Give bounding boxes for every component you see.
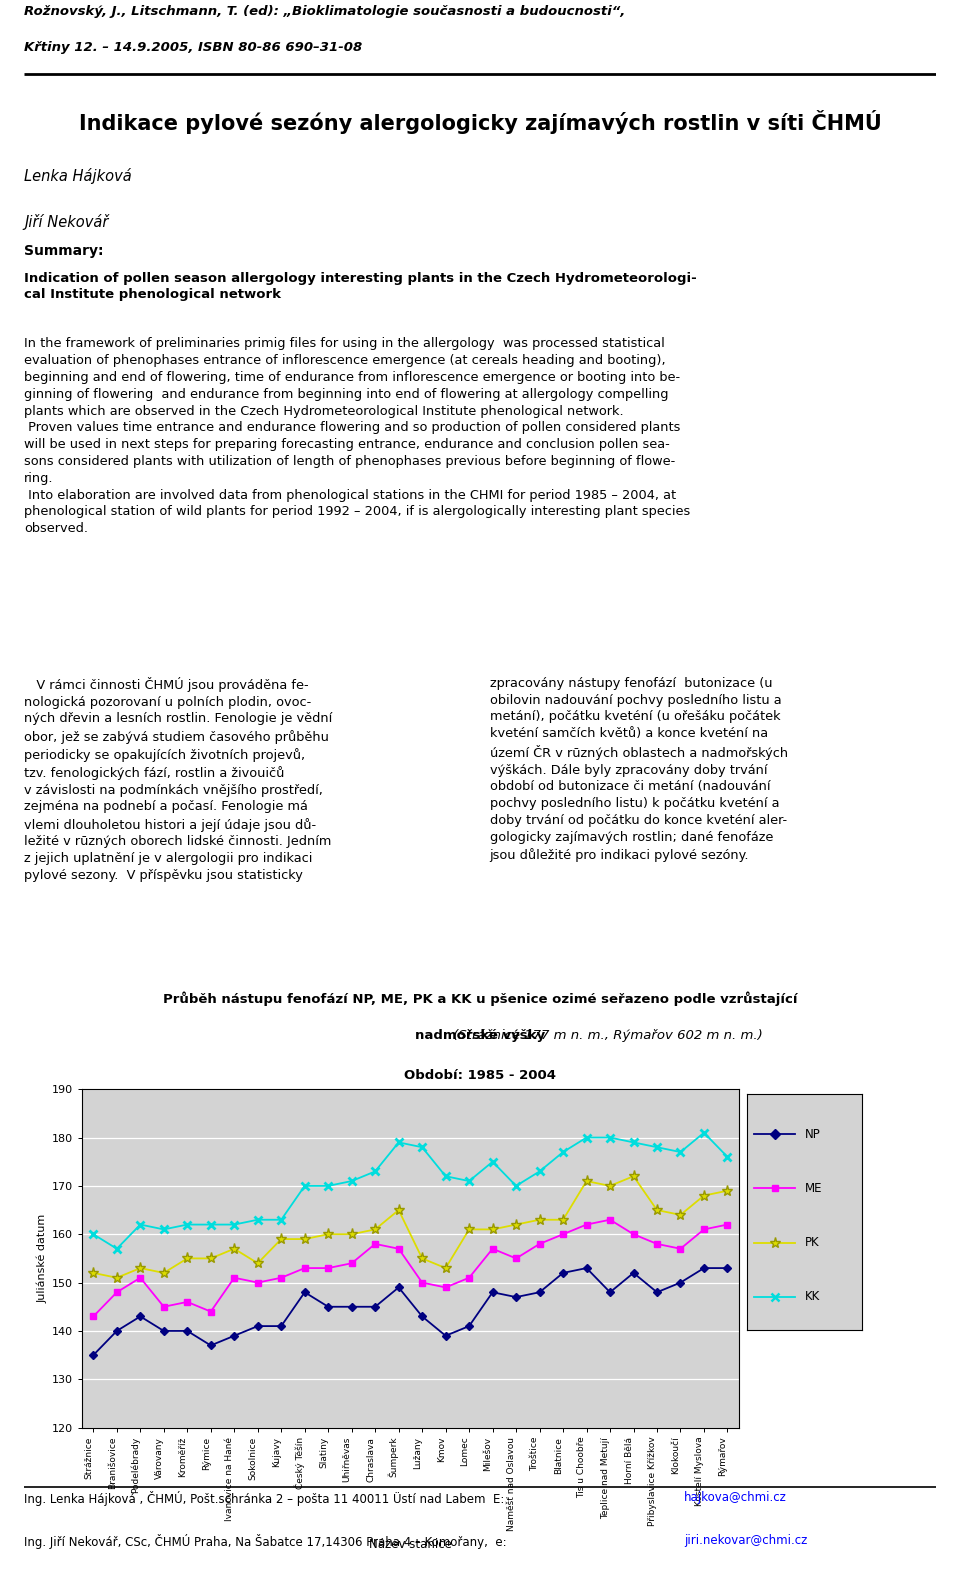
- Text: V rámci činnosti ČHMÚ jsou prováděna fe-
nologická pozorovaní u polních plodin, : V rámci činnosti ČHMÚ jsou prováděna fe-…: [24, 677, 332, 881]
- Text: Ing. Lenka Hájková , ČHMÚ, Pošt.schránka 2 – pošta 11 40011 Üstí nad Labem  E:: Ing. Lenka Hájková , ČHMÚ, Pošt.schránka…: [24, 1491, 508, 1506]
- Text: In the framework of preliminaries primig files for using in the allergology  was: In the framework of preliminaries primig…: [24, 337, 690, 535]
- Text: Ing. Jiří Nekovář, CSc, ČHMÚ Praha, Na Šabatce 17,14306 Praha 4 – Komořany,  e:: Ing. Jiří Nekovář, CSc, ČHMÚ Praha, Na Š…: [24, 1535, 511, 1549]
- Text: KK: KK: [804, 1291, 820, 1303]
- Y-axis label: Juliánské datum: Juliánské datum: [36, 1214, 47, 1303]
- Text: Lenka Hájková: Lenka Hájková: [24, 168, 132, 184]
- Text: Indikace pylové sezóny alergologicky zajímavých rostlin v síti ČHMÚ: Indikace pylové sezóny alergologicky zaj…: [79, 110, 881, 134]
- Text: ME: ME: [804, 1182, 822, 1195]
- Text: jiri.nekovar@chmi.cz: jiri.nekovar@chmi.cz: [684, 1535, 807, 1547]
- Text: Rožnovský, J., Litschmann, T. (ed): „Bioklimatologie současnosti a budoucnosti“,: Rožnovský, J., Litschmann, T. (ed): „Bio…: [24, 5, 625, 17]
- Text: Křtiny 12. – 14.9.2005, ISBN 80-86 690–31-08: Křtiny 12. – 14.9.2005, ISBN 80-86 690–3…: [24, 41, 362, 54]
- Text: Indication of pollen season allergology interesting plants in the Czech Hydromet: Indication of pollen season allergology …: [24, 272, 697, 301]
- Text: PK: PK: [804, 1236, 819, 1250]
- Text: nadmořské výšky: nadmořské výšky: [415, 1029, 545, 1042]
- Text: NP: NP: [804, 1127, 820, 1141]
- Text: Summary:: Summary:: [24, 244, 104, 258]
- Text: zpracovány nástupy fenofází  butonizace (u
obilovin nadouvání pochvy posledního : zpracovány nástupy fenofází butonizace (…: [490, 677, 788, 863]
- Text: Období: 1985 - 2004: Období: 1985 - 2004: [404, 1069, 556, 1081]
- Text: Průběh nástupu fenofází NP, ME, PK a KK u pšenice ozimé seřazeno podle vzrůstají: Průběh nástupu fenofází NP, ME, PK a KK …: [163, 992, 797, 1006]
- X-axis label: Název stanice: Název stanice: [369, 1538, 452, 1550]
- Text: (Strážnice 177 m n. m., Rýmařov 602 m n. m.): (Strážnice 177 m n. m., Rýmařov 602 m n.…: [449, 1029, 763, 1042]
- Text: Jiří Nekovář: Jiří Nekovář: [24, 214, 108, 230]
- Text: hajkova@chmi.cz: hajkova@chmi.cz: [684, 1491, 787, 1503]
